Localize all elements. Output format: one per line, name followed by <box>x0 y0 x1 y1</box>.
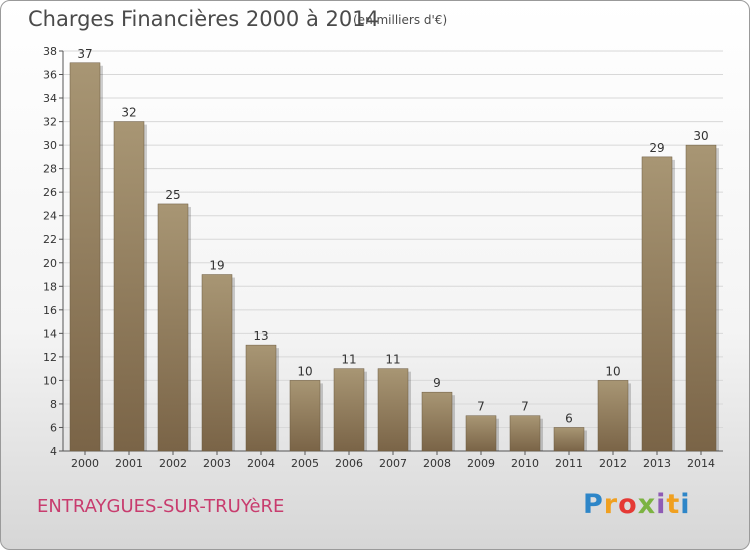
logo-letter: i <box>656 489 667 520</box>
bars <box>69 62 719 452</box>
bar <box>289 380 321 452</box>
bar <box>333 368 365 452</box>
data-label: 13 <box>253 329 268 343</box>
y-tick-label: 16 <box>43 304 57 317</box>
x-tick-label: 2005 <box>291 457 319 470</box>
data-label: 9 <box>433 376 441 390</box>
chart-subtitle: (en milliers d'€) <box>353 13 448 27</box>
x-tick-label: 2014 <box>687 457 715 470</box>
logo-letter: t <box>666 489 681 520</box>
data-label: 11 <box>341 353 356 367</box>
logo-letter: x <box>637 489 657 520</box>
bar <box>597 380 629 452</box>
x-tick-label: 2010 <box>511 457 539 470</box>
x-tick-label: 2006 <box>335 457 363 470</box>
data-label: 10 <box>605 364 620 378</box>
bar <box>113 121 145 452</box>
x-tick-label: 2011 <box>555 457 583 470</box>
data-label: 19 <box>209 259 224 273</box>
chart-title: Charges Financières 2000 à 2014 <box>28 7 379 31</box>
x-tick-label: 2004 <box>247 457 275 470</box>
data-label: 10 <box>297 364 312 378</box>
y-tick-label: 22 <box>43 233 57 246</box>
y-tick-label: 6 <box>50 421 57 434</box>
commune-name: ENTRAYGUES-SUR-TRUYèRE <box>37 496 285 517</box>
y-tick-label: 20 <box>43 257 57 270</box>
y-tick-label: 28 <box>43 163 57 176</box>
data-label: 25 <box>165 188 180 202</box>
labels: 4 6 8 10 12 14 16 18 20 22 24 26 28 30 32 34 36 38 37 2000 3… <box>43 45 715 470</box>
x-tick-label: 2009 <box>467 457 495 470</box>
bar <box>201 274 233 452</box>
bar <box>553 427 585 452</box>
x-tick-label: 2000 <box>71 457 99 470</box>
x-tick-label: 2012 <box>599 457 627 470</box>
y-tick-label: 32 <box>43 116 57 129</box>
y-tick-label: 30 <box>43 139 57 152</box>
y-tick-label: 18 <box>43 280 57 293</box>
data-label: 30 <box>693 129 708 143</box>
y-tick-label: 10 <box>43 374 57 387</box>
y-tick-label: 12 <box>43 351 57 364</box>
bar <box>377 368 409 452</box>
logo-letter: i <box>680 489 691 520</box>
data-label: 7 <box>521 400 529 414</box>
x-tick-label: 2013 <box>643 457 671 470</box>
y-tick-label: 4 <box>50 445 57 458</box>
x-tick-label: 2003 <box>203 457 231 470</box>
y-tick-label: 36 <box>43 69 57 82</box>
logo-letter: r <box>603 489 619 520</box>
data-label: 37 <box>77 47 92 61</box>
bar <box>421 391 453 452</box>
x-tick-label: 2002 <box>159 457 187 470</box>
y-tick-label: 14 <box>43 327 57 340</box>
y-tick-label: 34 <box>43 92 57 105</box>
x-tick-label: 2008 <box>423 457 451 470</box>
x-tick-label: 2001 <box>115 457 143 470</box>
bar <box>157 203 189 452</box>
bar <box>685 144 717 452</box>
data-label: 7 <box>477 400 485 414</box>
bar <box>641 156 673 452</box>
x-tick-label: 2007 <box>379 457 407 470</box>
y-tick-label: 24 <box>43 210 57 223</box>
data-label: 32 <box>121 106 136 120</box>
data-label: 11 <box>385 353 400 367</box>
bar <box>465 415 497 452</box>
logo-letter: o <box>618 489 638 520</box>
proxiti-logo[interactable]: Proxiti <box>583 489 691 520</box>
y-tick-label: 38 <box>43 45 57 58</box>
bar <box>509 415 541 452</box>
y-tick-label: 8 <box>50 398 57 411</box>
data-label: 6 <box>565 411 573 425</box>
logo-letter: P <box>583 489 604 520</box>
bar <box>245 344 277 452</box>
y-tick-label: 26 <box>43 186 57 199</box>
bar <box>69 62 101 452</box>
data-label: 29 <box>649 141 664 155</box>
